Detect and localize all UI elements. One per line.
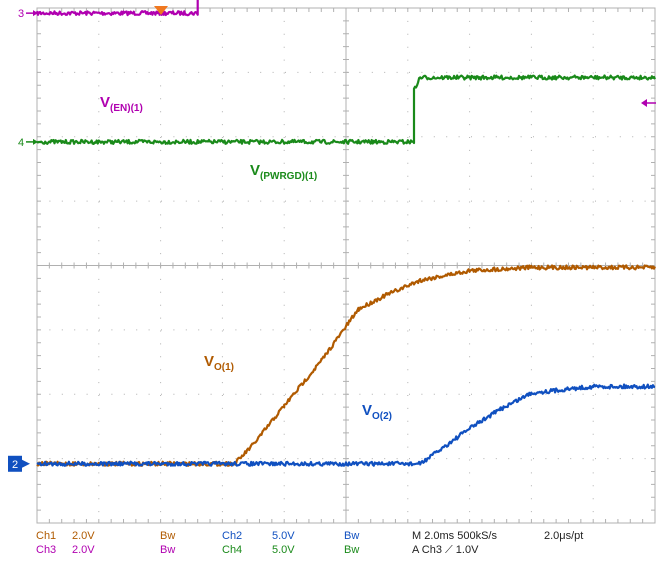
ch3-bw: Bw [160,544,175,556]
trigger-info: A Ch3 ⟋ 1.0V [412,544,479,556]
ch1-label: Ch1 [36,530,56,542]
ch2-label: Ch2 [222,530,242,542]
graticule [36,7,656,524]
ch3-label: Ch3 [36,544,56,556]
ch4-label: Ch4 [222,544,242,556]
ch2-bw: Bw [344,530,359,542]
marker-ch3-arrow [33,10,38,17]
channel-markers: 3 4 2 [8,8,38,472]
marker-ch2-arrow [22,459,30,468]
marker-ch2-box [8,455,22,472]
status-row-2: Ch3 2.0V Bw Ch4 5.0V Bw A Ch3 ⟋ 1.0V [36,544,479,556]
label-ch1: VO(1) [204,353,234,373]
ch2-scale: 5.0V [272,530,295,542]
trigger-level-arrow [641,99,656,107]
ch3-scale: 2.0V [72,544,95,556]
timebase: M 2.0ms 500kS/s [412,530,497,542]
marker-ch2-label: 2 [12,459,18,471]
ch4-bw: Bw [344,544,359,556]
ch4-scale: 5.0V [272,544,295,556]
label-ch2: VO(2) [362,402,392,422]
marker-ch4-arrow [33,138,38,145]
trigger-position-marker [154,6,168,15]
marker-ch4-label: 4 [18,137,24,149]
ch1-bw: Bw [160,530,175,542]
ch1-scale: 2.0V [72,530,95,542]
label-ch4: V(PWRGD)(1) [250,162,317,182]
traces [35,0,656,467]
trace-ch3 [35,0,199,17]
label-ch3: V(EN)(1) [100,94,143,114]
marker-ch3-label: 3 [18,8,24,20]
trace-ch4 [36,74,656,145]
resolution: 2.0μs/pt [544,530,583,542]
trace-ch2 [36,383,656,467]
status-row-1: Ch1 2.0V Bw Ch2 5.0V Bw M 2.0ms 500kS/s … [36,530,583,542]
